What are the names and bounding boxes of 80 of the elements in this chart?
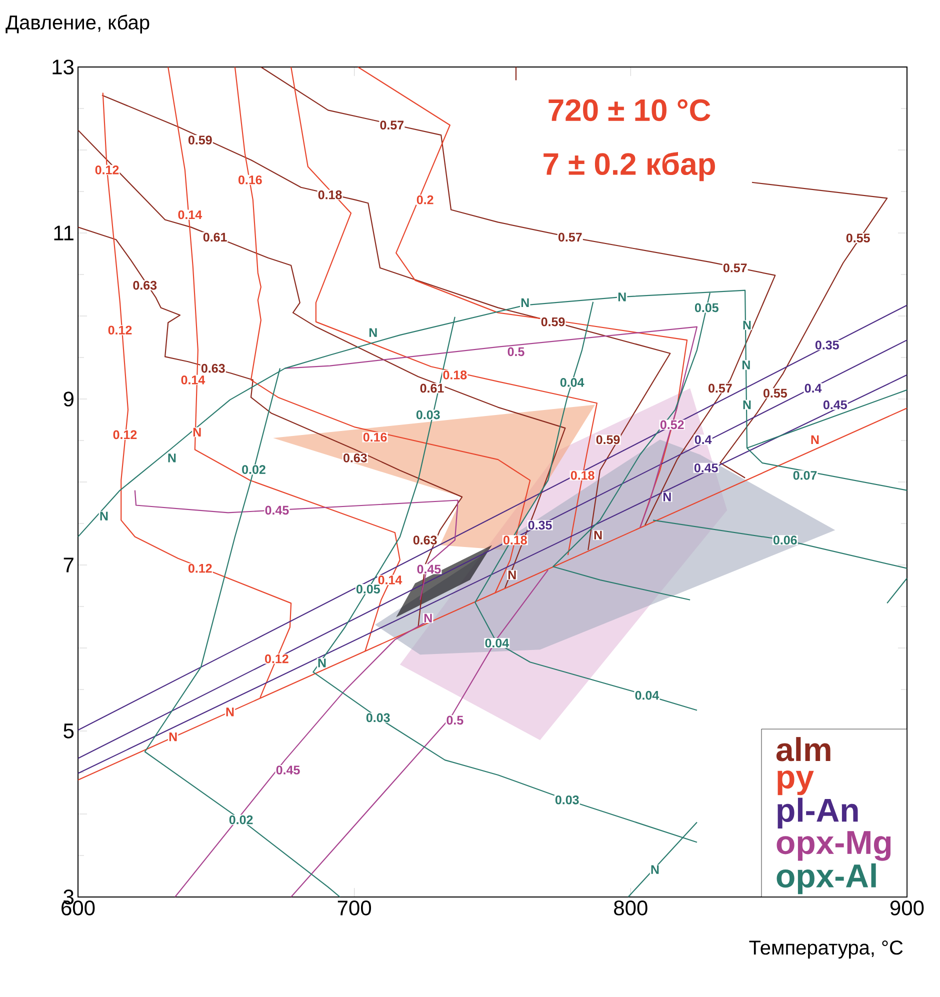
annotation: 0.03 [416,410,440,420]
annotation: 0.12 [188,564,212,573]
y-tick-label: 11 [54,226,74,240]
y-tick-label: 13 [52,60,74,74]
annotation: 0.45 [823,400,847,410]
annotation: 0.18 [443,370,467,380]
annotation: 0.5 [446,716,464,725]
annotation: 0.18 [503,536,527,545]
x-tick-label: 700 [338,900,372,916]
annotation: 0.05 [356,584,380,594]
annotation: 720 ± 10 °C [548,99,710,122]
annotation: 0.52 [660,420,684,430]
x-tick-label: 900 [890,900,924,916]
annotation: 0.57 [723,263,747,272]
y-tick-label: 5 [64,724,74,738]
y-tick-label: 9 [64,392,74,406]
annotation: 0.12 [108,326,132,335]
annotation: 0.14 [178,210,202,220]
annotation: N [193,428,201,436]
annotation: N [369,328,377,337]
annotation: 0.14 [378,576,402,584]
annotation: 0.07 [793,470,817,480]
x-axis-title: Температура, °C [749,940,903,959]
annotation: 0.18 [570,470,594,480]
annotation: 0.57 [380,120,404,130]
annotation: 0.45 [276,766,300,774]
annotation: N [594,530,602,540]
annotation: 0.63 [201,364,225,373]
annotation: N [742,360,750,370]
annotation: 0.61 [420,384,444,393]
annotation: 0.18 [318,190,342,200]
annotation: 0.35 [815,340,839,350]
annotation: N [508,570,516,580]
annotation: 0.4 [804,384,822,393]
annotation: 0.35 [528,520,552,530]
annotation: N [663,492,671,502]
annotation: N [318,658,326,668]
annotation: 0.05 [694,303,718,312]
text: opx-Mg [776,831,891,861]
annotation: 0.63 [413,536,437,545]
annotation: N [169,732,177,742]
annotation: 0.45 [694,463,718,472]
text: pl-An [778,798,858,829]
annotation: 0.16 [363,432,387,442]
annotation: 0.16 [238,175,262,184]
annotation: 0.63 [343,454,367,462]
annotation: 0.5 [508,347,524,356]
annotation: 0.04 [560,378,584,387]
text: alm [776,737,830,762]
annotation: N [521,298,529,308]
y-axis-title: Давление, кбар [6,14,150,34]
annotation: 0.12 [265,654,288,664]
annotation: 0.4 [694,435,712,444]
annotation: N [100,512,108,520]
text: py [778,770,814,796]
annotation: 0.59 [188,136,212,144]
annotation: 7 ± 0.2 кбар [544,152,715,182]
annotation: 0.57 [708,384,732,393]
annotation: N [168,454,176,462]
annotation: N [743,320,751,330]
annotation: N [651,865,659,874]
annotation: N [618,292,626,302]
y-tick-label: 7 [64,558,74,572]
text: opx-Al [776,863,876,894]
annotation: 0.45 [265,506,289,515]
annotation: N [811,435,819,444]
annotation: 0.63 [133,280,157,290]
annotation: 0.2 [416,195,434,204]
annotation: 0.59 [596,435,620,444]
x-tick-label: 800 [614,900,648,916]
annotation: 0.55 [846,234,870,242]
annotation: 0.61 [203,232,227,242]
annotation: 0.14 [181,375,206,384]
annotation: N [743,400,751,410]
annotation: N [424,614,432,622]
annotation: 0.45 [417,564,441,574]
annotation: N [226,708,234,716]
annotation: 0.02 [242,465,266,474]
annotation: 0.55 [764,388,787,398]
annotation: 0.12 [113,430,137,440]
